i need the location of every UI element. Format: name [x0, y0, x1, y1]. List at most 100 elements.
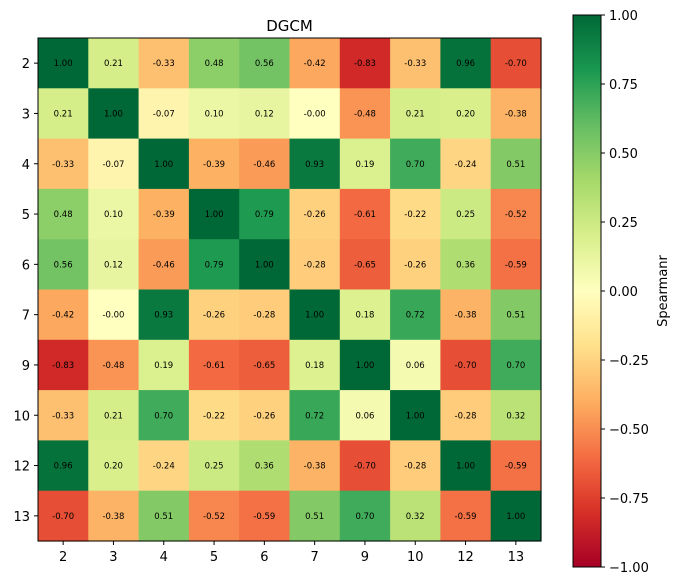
- heatmap-cell-label: 0.51: [305, 512, 324, 522]
- heatmap-cell-label: -0.83: [354, 59, 376, 69]
- heatmap-cell-label: -0.38: [455, 311, 477, 321]
- heatmap-cell-label: -0.33: [52, 160, 74, 170]
- heatmap-cell-label: 1.00: [205, 210, 224, 220]
- heatmap-cell: [289, 138, 341, 190]
- heatmap-cell-label: -0.00: [102, 311, 124, 321]
- heatmap-cell: [390, 188, 441, 240]
- heatmap-cell: [138, 88, 190, 140]
- heatmap-cell: [239, 88, 291, 140]
- heatmap-cell-label: 0.70: [154, 411, 173, 421]
- heatmap-cell: [490, 38, 542, 89]
- heatmap-cell-label: -0.70: [455, 361, 477, 371]
- heatmap-cell: [440, 38, 492, 89]
- heatmap-cell-label: -0.70: [354, 462, 376, 472]
- heatmap-cell-label: 1.00: [104, 109, 123, 119]
- heatmap-cell: [289, 239, 341, 291]
- heatmap-cell: [289, 188, 341, 240]
- heatmap-cell: [289, 490, 341, 542]
- heatmap-cell: [188, 490, 240, 542]
- heatmap-cell: [440, 88, 492, 140]
- heatmap-cell-label: -0.59: [455, 512, 477, 522]
- y-tick-label: 13: [13, 510, 30, 525]
- heatmap-cell-label: 0.06: [355, 411, 374, 421]
- heatmap-cell-label: -0.59: [505, 260, 527, 270]
- heatmap-cell-label: -0.48: [354, 109, 376, 119]
- heatmap-cell-label: -0.59: [253, 512, 275, 522]
- heatmap-cell-label: 0.21: [104, 59, 123, 69]
- y-tick-label: 10: [13, 409, 30, 424]
- heatmap-cell-label: -0.61: [354, 210, 376, 220]
- heatmap-cell-label: 0.51: [506, 160, 525, 170]
- x-tick-label: 3: [109, 550, 117, 565]
- heatmap-cell-label: 0.36: [255, 462, 274, 472]
- heatmap-cell-label: 0.72: [305, 411, 324, 421]
- heatmap-cell: [390, 440, 441, 492]
- heatmap-cell-label: 0.79: [205, 260, 224, 270]
- heatmap-cell-label: 0.06: [406, 361, 425, 371]
- x-tick-label: 2: [59, 550, 67, 565]
- colorbar-tick-label: −1.00: [609, 561, 649, 576]
- heatmap-cell-label: 1.00: [456, 462, 475, 472]
- heatmap-cell: [239, 440, 291, 492]
- colorbar-tick-label: −0.25: [609, 354, 649, 369]
- heatmap-cell: [490, 88, 542, 140]
- heatmap-cell-label: -0.33: [153, 59, 175, 69]
- heatmap-cell-label: -0.22: [203, 411, 225, 421]
- heatmap-cell-label: 0.93: [305, 160, 324, 170]
- heatmap-cell-label: 0.21: [406, 109, 425, 119]
- heatmap-cell: [88, 490, 140, 542]
- heatmap-cell-label: 0.48: [205, 59, 224, 69]
- heatmap-cell-label: 0.20: [104, 462, 123, 472]
- heatmap-cell-label: -0.38: [505, 109, 527, 119]
- heatmap-cell-label: 0.70: [506, 361, 525, 371]
- heatmap-cell: [390, 138, 441, 190]
- heatmap-cell: [188, 188, 240, 240]
- heatmap-cell-label: -0.42: [52, 311, 74, 321]
- heatmap-cell-label: -0.65: [354, 260, 376, 270]
- heatmap-cell: [490, 440, 542, 492]
- colorbar: [572, 14, 602, 568]
- heatmap-cell: [38, 390, 89, 441]
- heatmap-cell-label: -0.28: [304, 260, 326, 270]
- heatmap-cell: [138, 38, 190, 89]
- heatmap-cell-label: 0.18: [355, 311, 374, 321]
- y-tick-label: 3: [22, 107, 30, 122]
- heatmap-cell: [138, 440, 190, 492]
- heatmap-cell-label: 0.12: [104, 260, 123, 270]
- heatmap-cell: [339, 390, 391, 441]
- heatmap-cell-label: -0.07: [153, 109, 175, 119]
- heatmap-cell: [339, 440, 391, 492]
- heatmap-cell-label: -0.33: [52, 411, 74, 421]
- heatmap-cell-label: -0.46: [153, 260, 175, 270]
- heatmap-cell-label: -0.70: [505, 59, 527, 69]
- heatmap-cell-label: 0.25: [205, 462, 224, 472]
- heatmap-cell-label: 0.79: [255, 210, 274, 220]
- heatmap-cell: [239, 339, 291, 391]
- heatmap-cell: [440, 138, 492, 190]
- x-tick-label: 10: [407, 550, 424, 565]
- y-tick-label: 2: [22, 57, 30, 72]
- x-tick-label: 4: [160, 550, 168, 565]
- heatmap-cell: [390, 38, 441, 89]
- heatmap-cell-label: 0.19: [154, 361, 173, 371]
- y-tick-label: 5: [22, 208, 30, 223]
- heatmap-cell-label: 0.32: [406, 512, 425, 522]
- heatmap-cell-label: 0.56: [54, 260, 73, 270]
- colorbar-tick-label: 0.50: [609, 147, 638, 162]
- heatmap-cell: [289, 390, 341, 441]
- heatmap-cell-label: 0.21: [54, 109, 73, 119]
- heatmap-cell-label: -0.22: [404, 210, 426, 220]
- heatmap-cell-label: 1.00: [506, 512, 525, 522]
- heatmap-cell: [390, 289, 441, 341]
- heatmap-cell: [38, 339, 89, 391]
- heatmap-cell: [339, 38, 391, 89]
- y-tick-label: 12: [13, 460, 30, 475]
- heatmap-cell: [38, 88, 89, 140]
- heatmap-cell: [239, 138, 291, 190]
- x-tick-label: 6: [260, 550, 268, 565]
- heatmap-cell-label: -0.70: [52, 512, 74, 522]
- heatmap-cell-label: -0.24: [455, 160, 477, 170]
- heatmap-cell-label: 0.19: [355, 160, 374, 170]
- heatmap-cell: [38, 440, 89, 492]
- heatmap-cell-label: -0.28: [253, 311, 275, 321]
